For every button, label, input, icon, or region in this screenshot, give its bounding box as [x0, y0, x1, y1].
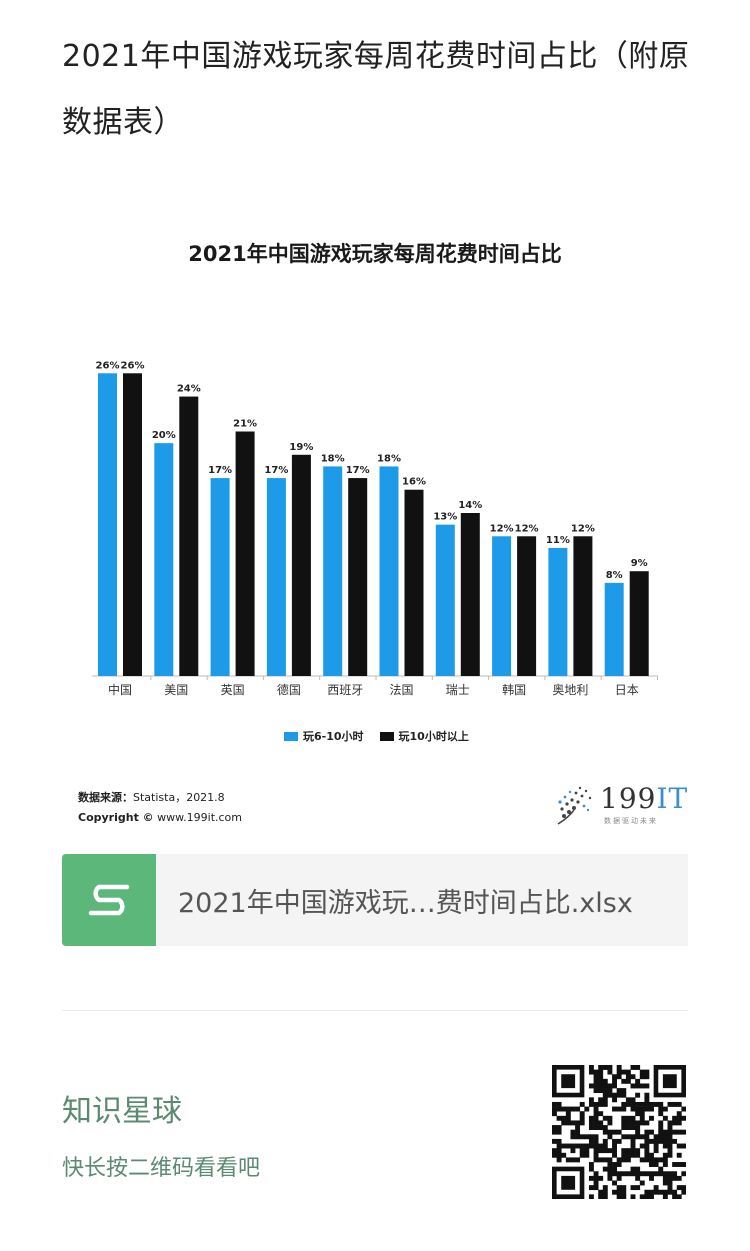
bar-series-2-4 [348, 478, 368, 676]
source-value: Statista，2021.8 [133, 791, 225, 804]
chart-legend: 玩6-10小时 玩10小时以上 [284, 728, 469, 744]
page-title: 2021年中国游戏玩家每周花费时间占比（附原数据表） [62, 39, 690, 140]
legend-item-series-2: 玩10小时以上 [379, 728, 469, 744]
qr-code-icon[interactable] [552, 1065, 686, 1199]
data-label: 13% [433, 512, 457, 523]
chart-source: 数据来源：Statista，2021.8 Copyright © www.199… [78, 788, 242, 828]
legend-label-series-1: 玩6-10小时 [303, 730, 364, 743]
brand-wordmark: 199IT [600, 782, 688, 815]
bar-series-1-0 [98, 373, 117, 676]
data-label: 17% [208, 465, 232, 476]
bar-series-2-1 [179, 396, 199, 676]
x-tick-label: 韩国 [502, 682, 526, 697]
data-label: 17% [346, 465, 370, 476]
bar-series-1-3 [266, 478, 286, 676]
data-label: 11% [546, 535, 570, 546]
s-glyph-icon [88, 884, 130, 916]
footer-title: 知识星球 [62, 1094, 182, 1129]
divider [62, 1010, 688, 1011]
x-tick-label: 日本 [615, 683, 639, 697]
attachment-card[interactable]: 2021年中国游戏玩…费时间占比.xlsx [62, 854, 688, 946]
legend-swatch-series-1 [284, 731, 298, 741]
copyright-label: Copyright © [78, 811, 154, 824]
brand-it: IT [656, 782, 689, 815]
x-tick-label: 西班牙 [327, 683, 363, 697]
data-label: 14% [458, 500, 482, 511]
data-label: 16% [402, 477, 426, 488]
data-label: 26% [121, 360, 145, 371]
dandelion-logo-icon [557, 786, 592, 825]
bar-series-2-3 [291, 454, 311, 676]
spreadsheet-s-icon [62, 854, 156, 946]
bar-series-1-8 [548, 547, 568, 676]
brand-logo: 199IT 数据驱动未来 [552, 780, 687, 830]
data-label: 20% [152, 430, 176, 441]
x-tick-label: 中国 [108, 682, 132, 697]
data-label: 8% [606, 570, 623, 581]
copyright-value: www.199it.com [157, 811, 243, 824]
brand-number: 199 [600, 782, 657, 815]
bar-series-2-9 [629, 571, 649, 676]
bar-series-1-4 [323, 466, 343, 676]
chart-image: 2021年中国游戏玩家每周花费时间占比 26% 26% 中国 20% 24% 美国 17% 2… [62, 210, 688, 840]
bar-series-2-6 [460, 513, 480, 676]
bar-series-2-0 [123, 373, 142, 676]
x-tick-label: 奥地利 [552, 683, 588, 697]
source-label: 数据来源： [78, 791, 133, 804]
bar-series-2-7 [517, 536, 537, 676]
bar-series-2-8 [573, 536, 593, 676]
bar-series-1-1 [154, 443, 174, 676]
bar-series-1-2 [210, 478, 230, 676]
x-tick-label: 英国 [221, 683, 245, 697]
data-label: 18% [321, 453, 345, 464]
bar-series-1-5 [379, 466, 399, 676]
data-label: 19% [289, 442, 313, 453]
chart-title: 2021年中国游戏玩家每周花费时间占比 [188, 242, 562, 266]
x-tick-label: 美国 [164, 683, 188, 697]
x-tick-label: 法国 [389, 683, 413, 697]
data-label: 12% [515, 523, 539, 534]
bar-series-2-5 [404, 489, 424, 676]
footer-subtitle: 快长按二维码看看吧 [62, 1156, 261, 1181]
brand-tagline: 数据驱动未来 [604, 817, 658, 825]
x-tick-label: 瑞士 [446, 683, 470, 697]
bar-series-1-9 [604, 582, 624, 676]
attachment-filename[interactable]: 2021年中国游戏玩…费时间占比.xlsx [178, 887, 633, 919]
bar-series-1-7 [492, 536, 512, 676]
data-label: 17% [264, 465, 288, 476]
data-label: 21% [233, 419, 257, 430]
bar-chart: 26% 26%中国20%24%美国17%21%英国17%19%德国18%17%西班… [92, 360, 658, 697]
data-label: 12% [571, 523, 595, 534]
legend-item-series-1: 玩6-10小时 [284, 728, 364, 744]
x-tick-label: 德国 [277, 682, 301, 697]
bar-series-2-2 [235, 431, 255, 676]
data-label: 24% [177, 384, 201, 395]
data-label: 26% [96, 360, 120, 371]
data-label: 18% [377, 453, 401, 464]
data-label: 12% [490, 523, 514, 534]
legend-label-series-2: 玩10小时以上 [398, 730, 469, 743]
bar-series-1-6 [435, 524, 455, 676]
data-label: 9% [631, 558, 648, 569]
legend-swatch-series-2 [379, 731, 394, 741]
